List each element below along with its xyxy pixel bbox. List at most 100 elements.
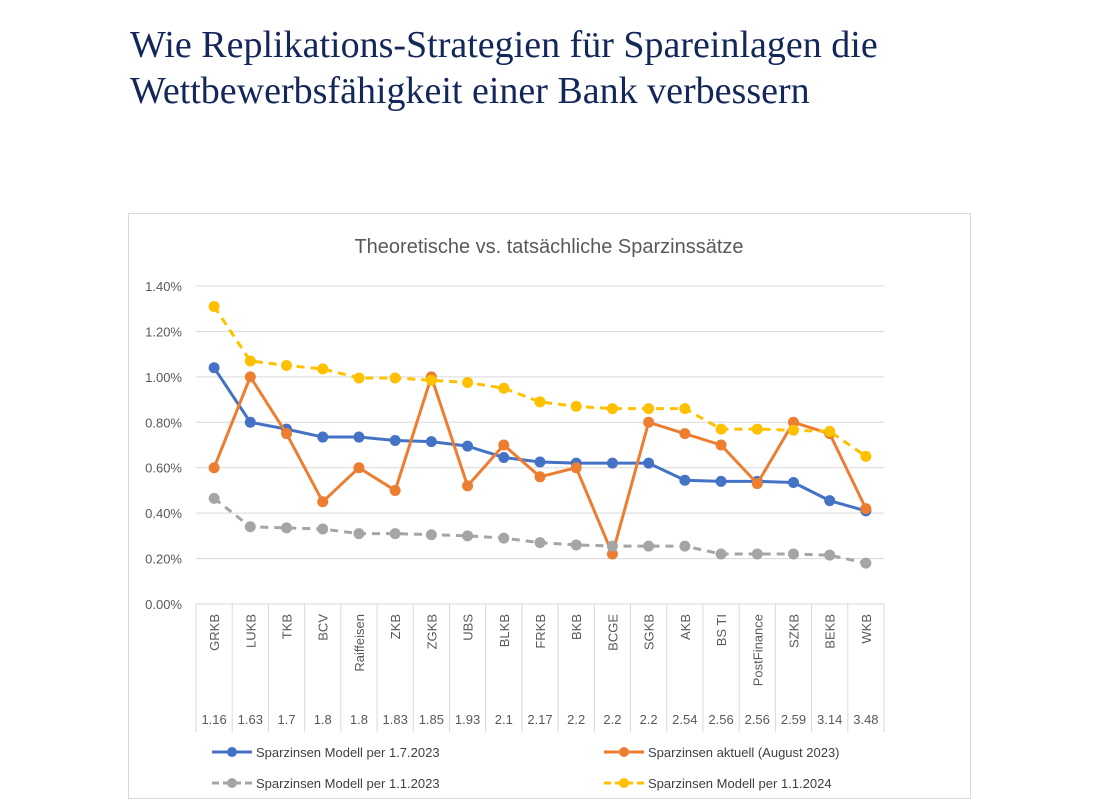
data-point: [317, 431, 329, 443]
data-point: [860, 503, 872, 515]
data-point: [462, 440, 474, 452]
gridlines: [196, 285, 884, 560]
category-label: BKB: [569, 614, 584, 640]
data-point: [462, 377, 474, 389]
data-point: [606, 540, 618, 552]
y-tick-label: 0.00%: [145, 597, 182, 612]
category-value: 2.54: [672, 712, 697, 727]
data-point: [534, 537, 546, 549]
series-line: [212, 366, 868, 513]
data-point: [208, 300, 220, 312]
data-point: [498, 382, 510, 394]
legend-item: Sparzinsen Modell per 1.7.2023: [212, 745, 440, 760]
category-label: ZKB: [388, 614, 403, 639]
legend-marker-icon: [619, 778, 629, 788]
category-value: 2.56: [708, 712, 733, 727]
data-point: [606, 548, 618, 560]
category-value: 1.93: [455, 712, 480, 727]
data-point: [244, 416, 256, 428]
category-label: FRKB: [533, 614, 548, 649]
category-label: UBS: [461, 614, 476, 641]
data-point: [208, 492, 220, 504]
data-point: [389, 484, 401, 496]
category-label: BCV: [316, 614, 331, 641]
data-point: [715, 475, 727, 487]
data-point: [679, 474, 691, 486]
category-value: 1.16: [201, 712, 226, 727]
series-3: [208, 300, 872, 462]
category-label: GRKB: [207, 614, 222, 651]
y-tick-label: 1.00%: [145, 370, 182, 385]
data-point: [353, 462, 365, 474]
page-title-line-1: Wie Replikations-Strategien für Spareinl…: [130, 24, 878, 66]
data-point: [244, 521, 256, 533]
data-point: [462, 480, 474, 492]
data-point: [751, 478, 763, 490]
data-point: [244, 355, 256, 367]
data-point: [679, 403, 691, 415]
data-point: [353, 431, 365, 443]
data-point: [751, 548, 763, 560]
category-label: WKB: [859, 614, 874, 644]
data-point: [606, 457, 618, 469]
data-point: [679, 428, 691, 440]
category-label: LUKB: [243, 614, 258, 648]
data-point: [208, 362, 220, 374]
legend-item: Sparzinsen aktuell (August 2023): [604, 745, 840, 760]
legend-label: Sparzinsen aktuell (August 2023): [648, 745, 840, 760]
series-group: [208, 300, 872, 569]
legend-item: Sparzinsen Modell per 1.1.2023: [212, 776, 440, 791]
data-point: [787, 476, 799, 488]
data-point: [425, 529, 437, 541]
legend-item: Sparzinsen Modell per 1.1.2024: [604, 776, 832, 791]
category-value: 2.2: [603, 712, 621, 727]
series-0: [208, 362, 872, 517]
y-tick-label: 0.20%: [145, 552, 182, 567]
y-axis-ticks: 0.00% 0.20% 0.40% 0.60% 0.80% 1.00% 1.20% 1.40%: [145, 279, 182, 612]
category-value: 2.1: [495, 712, 513, 727]
category-label: SGKB: [642, 614, 657, 650]
series-2: [208, 492, 872, 569]
category-label: BEKB: [823, 614, 838, 649]
legend: Sparzinsen Modell per 1.7.2023 Sparzinsen…: [212, 745, 840, 791]
category-label: BCGE: [605, 614, 620, 651]
category-value: 3.48: [853, 712, 878, 727]
category-value: 1.8: [350, 712, 368, 727]
page-title: Wie Replikations-Strategien für Spareinl…: [130, 22, 1030, 114]
data-point: [317, 363, 329, 375]
data-point: [317, 523, 329, 535]
y-tick-label: 1.20%: [145, 324, 182, 339]
data-point: [498, 532, 510, 544]
data-point: [498, 439, 510, 451]
series-line: [213, 497, 867, 565]
category-label: BLKB: [497, 614, 512, 647]
category-label: AKB: [678, 614, 693, 640]
data-point: [643, 416, 655, 428]
data-point: [715, 423, 727, 435]
data-point: [860, 557, 872, 569]
y-tick-label: 0.40%: [145, 506, 182, 521]
legend-marker-icon: [619, 747, 629, 757]
category-value: 2.17: [527, 712, 552, 727]
category-label: TKB: [280, 614, 295, 639]
data-point: [787, 424, 799, 436]
category-value: 1.7: [277, 712, 295, 727]
category-value: 1.83: [383, 712, 408, 727]
data-point: [389, 372, 401, 384]
chart-title: Theoretische vs. tatsächliche Sparzinssä…: [354, 236, 743, 258]
y-tick-label: 0.80%: [145, 415, 182, 430]
data-point: [462, 530, 474, 542]
data-point: [353, 372, 365, 384]
category-value: 1.8: [314, 712, 332, 727]
legend-label: Sparzinsen Modell per 1.7.2023: [256, 745, 440, 760]
category-label: BS TI: [714, 614, 729, 646]
data-point: [425, 436, 437, 448]
data-point: [570, 539, 582, 551]
category-table: GRKB 1.16 LUKB 1.63 TKB 1.7 BCV 1.8 Raiffeisen 1.…: [195, 603, 885, 732]
data-point: [606, 403, 618, 415]
data-point: [570, 462, 582, 474]
data-point: [425, 374, 437, 386]
data-point: [244, 371, 256, 383]
legend-label: Sparzinsen Modell per 1.1.2024: [648, 776, 832, 791]
